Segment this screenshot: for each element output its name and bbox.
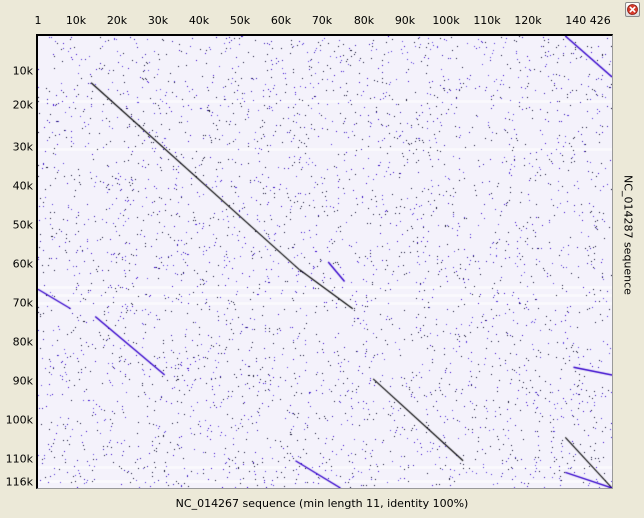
y-tick-label: 80k	[12, 335, 33, 349]
x-tick-label: 50k	[229, 14, 251, 27]
x-tick-label: 10k	[65, 14, 87, 27]
y-tick-label: 100k	[5, 413, 33, 427]
y-axis-title: NC_014287 sequence	[621, 175, 635, 295]
close-button[interactable]	[625, 2, 640, 17]
x-tick-label: 60k	[270, 14, 292, 27]
x-tick-label: 70k	[311, 14, 333, 27]
x-tick-label: 120k	[514, 14, 542, 27]
close-icon	[627, 4, 638, 15]
x-tick-label: 140 426	[565, 14, 611, 27]
x-tick-label: 20k	[106, 14, 128, 27]
y-tick-label: 116k	[5, 475, 33, 489]
y-tick-label: 30k	[12, 140, 33, 154]
x-tick-label: 80k	[353, 14, 375, 27]
x-axis-title: NC_014267 sequence (min length 11, ident…	[175, 497, 469, 510]
dotplot-area[interactable]	[36, 34, 613, 489]
y-tick-label: 20k	[12, 98, 33, 112]
x-tick-label: 40k	[188, 14, 210, 27]
x-tick-label: 90k	[394, 14, 416, 27]
x-tick-label: 110k	[473, 14, 501, 27]
y-tick-label: 60k	[12, 257, 33, 271]
x-tick-label: 30k	[147, 14, 169, 27]
y-tick-label: 40k	[12, 179, 33, 193]
dotplot-canvas[interactable]	[38, 36, 612, 488]
y-tick-label: 110k	[5, 452, 33, 466]
y-tick-label: 10k	[12, 64, 33, 78]
y-tick-label: 70k	[12, 296, 33, 310]
y-tick-label: 50k	[12, 218, 33, 232]
x-tick-label: 100k	[432, 14, 460, 27]
x-axis-ticks: 1 10k 20k 30k 40k 50k 60k 70k 80k 90k 100k 110k 120k…	[0, 14, 644, 34]
y-axis-ticks: 10k 20k 30k 40k 50k 60k 70k 80k 90k 100k 110k 116k	[0, 34, 36, 489]
x-tick-label: 1	[34, 14, 42, 27]
y-tick-label: 90k	[12, 374, 33, 388]
